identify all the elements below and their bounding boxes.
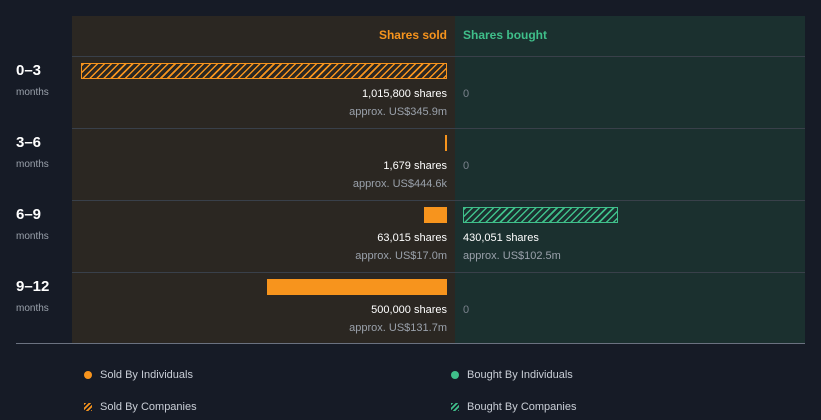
period-label: 6–9 — [16, 206, 42, 223]
bought-zero-value: 0 — [463, 304, 470, 316]
sold-approx-value: approx. US$17.0m — [355, 250, 447, 262]
legend-bought-individuals: Bought By Individuals — [451, 369, 573, 381]
sold-approx-value: approx. US$131.7m — [349, 322, 447, 334]
shares-bought-header: Shares bought — [463, 28, 548, 42]
sold-companies-bar — [445, 135, 447, 151]
legend-sold-individuals: Sold By Individuals — [84, 369, 193, 381]
bought-panel — [455, 16, 805, 343]
legend-label: Bought By Individuals — [467, 369, 573, 381]
sold-individuals-bar — [424, 207, 447, 223]
sold-shares-value: 1,679 shares — [383, 160, 447, 172]
orange-hatch-icon — [84, 403, 92, 411]
legend-label: Sold By Companies — [100, 401, 197, 413]
row-divider — [72, 272, 805, 273]
period-unit: months — [16, 159, 49, 170]
legend-bought-companies: Bought By Companies — [451, 401, 576, 413]
sold-shares-value: 63,015 shares — [377, 232, 447, 244]
sold-companies-bar — [81, 63, 447, 79]
sold-shares-value: 500,000 shares — [371, 304, 447, 316]
bought-approx-value: approx. US$102.5m — [463, 250, 561, 262]
period-unit: months — [16, 87, 49, 98]
orange-dot-icon — [84, 371, 92, 379]
row-divider — [72, 200, 805, 201]
period-label: 3–6 — [16, 134, 42, 151]
bought-companies-bar — [463, 207, 618, 223]
period-unit: months — [16, 303, 49, 314]
row-divider — [72, 56, 805, 57]
green-hatch-icon — [451, 403, 459, 411]
shares-sold-header: Shares sold — [378, 28, 447, 42]
chart-baseline — [16, 343, 805, 344]
period-label: 0–3 — [16, 62, 42, 79]
sold-approx-value: approx. US$444.6k — [352, 178, 447, 190]
row-divider — [72, 128, 805, 129]
sold-approx-value: approx. US$345.9m — [349, 106, 447, 118]
bought-zero-value: 0 — [463, 160, 470, 172]
bought-shares-value: 430,051 shares — [463, 232, 539, 244]
period-unit: months — [16, 231, 49, 242]
legend-label: Bought By Companies — [467, 401, 577, 413]
legend-sold-companies: Sold By Companies — [84, 401, 197, 413]
period-label: 9–12 — [16, 278, 50, 295]
sold-shares-value: 1,015,800 shares — [361, 88, 447, 100]
bought-zero-value: 0 — [463, 88, 470, 100]
legend-label: Sold By Individuals — [100, 369, 193, 381]
sold-individuals-bar — [266, 279, 447, 295]
green-dot-icon — [451, 371, 459, 379]
